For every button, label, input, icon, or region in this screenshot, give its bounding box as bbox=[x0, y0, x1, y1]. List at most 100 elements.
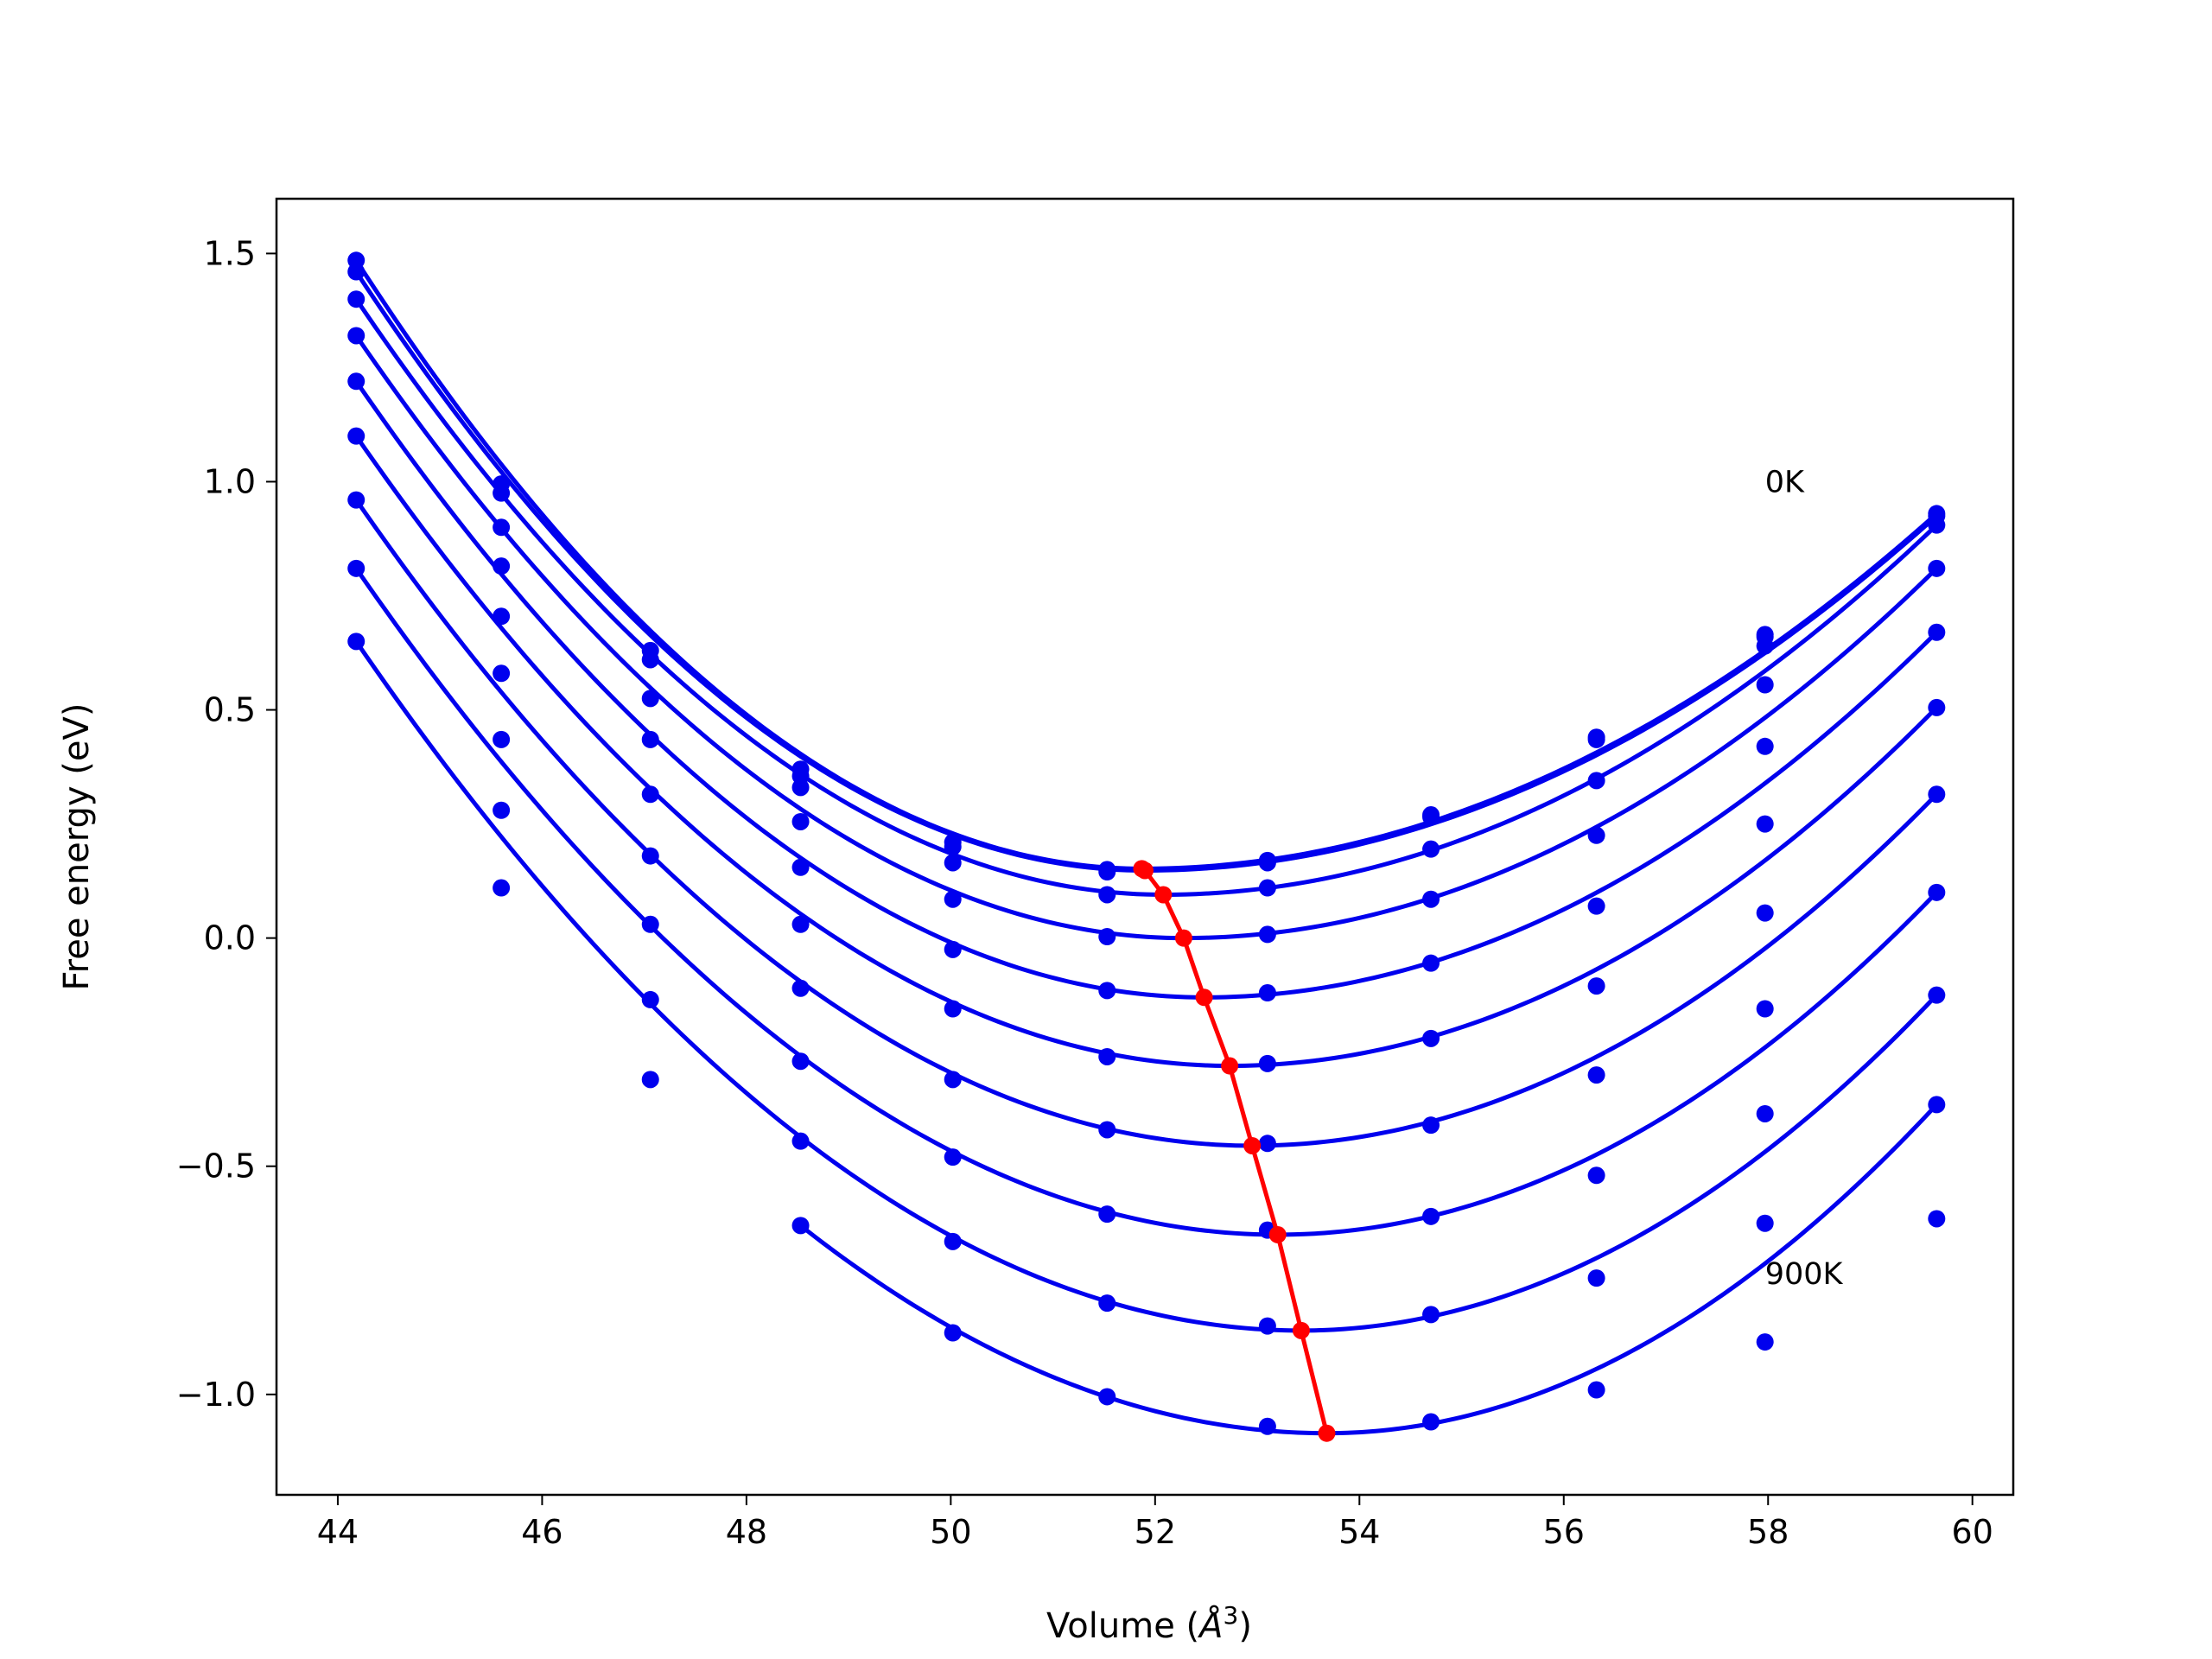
data-point bbox=[493, 607, 511, 626]
data-point bbox=[1587, 1269, 1605, 1287]
data-point bbox=[347, 290, 365, 308]
data-point bbox=[1098, 863, 1116, 881]
x-tick-label: 60 bbox=[1952, 1513, 1993, 1551]
data-point bbox=[1756, 637, 1774, 655]
data-point bbox=[347, 559, 365, 577]
data-point bbox=[791, 915, 810, 933]
y-tick-label: −1.0 bbox=[176, 1376, 256, 1414]
data-point bbox=[944, 1148, 962, 1166]
x-tick-label: 48 bbox=[726, 1513, 767, 1551]
minimum-point bbox=[1243, 1136, 1262, 1154]
y-tick-label: 1.0 bbox=[204, 462, 256, 500]
data-point bbox=[641, 847, 659, 865]
data-point bbox=[641, 1071, 659, 1089]
data-point bbox=[1098, 1205, 1116, 1224]
data-point bbox=[1587, 1166, 1605, 1185]
x-axis: 44 46 48 50 52 54 56 58 60 bbox=[317, 1495, 1993, 1551]
minimum-point bbox=[1136, 861, 1154, 880]
data-point bbox=[641, 785, 659, 804]
minimum-path-line bbox=[1141, 867, 1329, 1434]
y-tick-label: 1.5 bbox=[204, 234, 256, 272]
data-point bbox=[1422, 1116, 1440, 1135]
data-point bbox=[1587, 1066, 1605, 1084]
data-point bbox=[347, 491, 365, 509]
data-point bbox=[1422, 1413, 1440, 1431]
minimum-point bbox=[1268, 1225, 1287, 1243]
data-point bbox=[944, 854, 962, 872]
data-point bbox=[1422, 890, 1440, 908]
fit-curve bbox=[354, 639, 1939, 1333]
y-tick-label: −0.5 bbox=[176, 1147, 256, 1185]
data-point bbox=[944, 890, 962, 908]
minimum-point bbox=[1318, 1424, 1336, 1442]
data-point bbox=[1258, 854, 1276, 872]
cubed-exponent: 3 bbox=[1224, 1601, 1239, 1630]
curve-annotations: 0K 900K bbox=[1765, 465, 1844, 1291]
data-point bbox=[1587, 1381, 1605, 1399]
data-point bbox=[1756, 904, 1774, 922]
temperature-annotation: 900K bbox=[1765, 1257, 1844, 1292]
fit-curve bbox=[354, 499, 1939, 1148]
data-point bbox=[347, 372, 365, 391]
fit-curve bbox=[354, 297, 1939, 897]
fit-curves bbox=[354, 258, 1939, 1436]
data-point bbox=[1756, 815, 1774, 833]
data-point bbox=[1258, 879, 1276, 897]
data-point bbox=[641, 915, 659, 933]
data-point bbox=[1756, 1333, 1774, 1351]
data-point bbox=[944, 1000, 962, 1018]
data-point bbox=[641, 730, 659, 748]
data-point bbox=[791, 779, 810, 797]
data-point bbox=[493, 801, 511, 819]
minimum-point bbox=[1195, 988, 1213, 1007]
data-point bbox=[944, 940, 962, 958]
data-point bbox=[791, 1217, 810, 1235]
data-point bbox=[1587, 897, 1605, 915]
data-point bbox=[1098, 1294, 1116, 1313]
minimum-point bbox=[1221, 1057, 1239, 1075]
data-point bbox=[944, 1324, 962, 1342]
data-point bbox=[944, 838, 962, 855]
data-point bbox=[641, 990, 659, 1008]
minimum-point bbox=[1292, 1321, 1310, 1339]
data-point bbox=[1587, 772, 1605, 790]
data-point bbox=[1422, 954, 1440, 972]
data-point bbox=[1098, 1047, 1116, 1065]
data-point bbox=[1756, 1104, 1774, 1122]
data-point bbox=[944, 1232, 962, 1250]
data-point bbox=[1928, 785, 1946, 804]
x-tick-label: 54 bbox=[1338, 1513, 1380, 1551]
fit-curve bbox=[354, 379, 1939, 1000]
plot-frame bbox=[275, 197, 2015, 1497]
data-point bbox=[1756, 676, 1774, 694]
data-point bbox=[347, 263, 365, 281]
x-tick-label: 44 bbox=[317, 1513, 359, 1551]
fit-curve bbox=[354, 435, 1939, 1069]
data-point bbox=[1258, 925, 1276, 944]
data-point bbox=[1258, 1417, 1276, 1435]
data-point bbox=[1258, 984, 1276, 1002]
data-point bbox=[1422, 808, 1440, 826]
data-point bbox=[1928, 1210, 1946, 1228]
data-point bbox=[1422, 1029, 1440, 1047]
angstrom-symbol: Å bbox=[1197, 1605, 1223, 1646]
data-point bbox=[493, 518, 511, 537]
data-point bbox=[347, 632, 365, 651]
data-point bbox=[493, 557, 511, 575]
data-point bbox=[1756, 737, 1774, 755]
data-point bbox=[493, 879, 511, 897]
x-axis-label: Volume (Å3) bbox=[1046, 1601, 1252, 1646]
data-point bbox=[1258, 1317, 1276, 1335]
data-point bbox=[347, 327, 365, 345]
minimum-point bbox=[1154, 886, 1173, 904]
y-tick-label: 0.0 bbox=[204, 919, 256, 957]
temperature-annotation: 0K bbox=[1765, 465, 1805, 499]
data-point bbox=[791, 812, 810, 830]
x-tick-label: 52 bbox=[1135, 1513, 1176, 1551]
data-point bbox=[1587, 826, 1605, 844]
data-point bbox=[944, 1071, 962, 1089]
y-axis: −1.0 −0.5 0.0 0.5 1.0 1.5 bbox=[176, 234, 276, 1414]
x-tick-label: 56 bbox=[1543, 1513, 1585, 1551]
data-point bbox=[1422, 1306, 1440, 1324]
